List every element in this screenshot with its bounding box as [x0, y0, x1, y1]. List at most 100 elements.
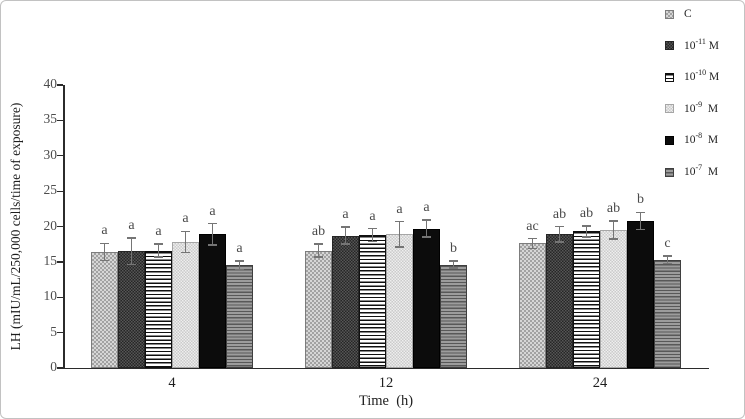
bar-108M-12h — [413, 228, 440, 368]
bar-C-12h — [305, 250, 332, 368]
significance-letter: ac — [526, 218, 539, 234]
bar-109M-12h — [386, 234, 413, 368]
significance-letter: ab — [311, 224, 326, 240]
error-bar-whisker — [344, 227, 347, 245]
error-bar-whisker — [666, 256, 669, 264]
y-tick-mark-10 — [57, 296, 63, 298]
bar-1011M-24h — [546, 234, 573, 368]
significance-letter: a — [236, 241, 243, 257]
y-tick-label-25: 25 — [43, 182, 58, 198]
error-bar-whisker — [398, 221, 401, 248]
error-bar-cap-top — [181, 230, 190, 233]
significance-letter: a — [101, 223, 108, 239]
error-bar-cap-top — [395, 220, 404, 223]
error-bar-whisker — [531, 238, 534, 249]
bar-1011M-4h — [118, 251, 145, 368]
error-bar-cap-top — [127, 237, 136, 239]
y-tick-mark-30 — [57, 155, 63, 157]
y-tick-label-40: 40 — [43, 76, 58, 91]
error-bar-cap-top — [449, 260, 458, 262]
y-tick-label-5: 5 — [50, 323, 57, 339]
error-bar-cap-bottom — [368, 240, 377, 243]
error-bar-cap-top — [235, 260, 244, 262]
error-bar-cap-top — [368, 227, 377, 230]
error-bar-cap-bottom — [100, 259, 109, 262]
significance-letter: b — [637, 192, 644, 208]
bar-1010M-24h — [573, 231, 600, 368]
y-tick-mark-15 — [57, 261, 63, 263]
significance-letter: a — [423, 200, 430, 216]
error-bar-whisker — [425, 220, 428, 238]
error-bar-cap-top — [208, 222, 217, 225]
y-tick-label-10: 10 — [43, 288, 58, 304]
y-tick-mark-0 — [57, 367, 63, 369]
error-bar-cap-top — [154, 243, 163, 245]
error-bar-whisker — [157, 244, 160, 257]
y-tick-mark-35 — [57, 119, 63, 122]
bar-107M-4h — [226, 265, 253, 368]
x-axis-title: Time (h) — [358, 393, 414, 409]
error-bar-whisker — [211, 223, 214, 245]
error-bar-cap-bottom — [449, 267, 458, 269]
y-tick-mark-25 — [57, 190, 63, 192]
error-bar-whisker — [585, 225, 588, 238]
y-tick-mark-40 — [57, 84, 63, 86]
significance-letter: ab — [606, 200, 621, 216]
error-bar-cap-bottom — [154, 256, 163, 258]
significance-letter: a — [128, 217, 135, 233]
error-bar-cap-bottom — [422, 236, 431, 238]
error-bar-cap-top — [422, 219, 431, 221]
significance-letter: a — [155, 224, 162, 240]
error-bar-cap-bottom — [528, 247, 537, 250]
y-tick-label-20: 20 — [43, 217, 58, 233]
error-bar-whisker — [639, 212, 642, 230]
x-tick-label-4: 4 — [168, 375, 176, 391]
error-bar-whisker — [238, 261, 241, 270]
y-tick-mark-5 — [57, 332, 63, 334]
error-bar-cap-bottom — [127, 263, 136, 266]
significance-letter: b — [450, 241, 457, 257]
bar-C-24h — [519, 243, 546, 368]
x-axis-line — [63, 367, 709, 370]
y-axis-line — [63, 85, 65, 369]
error-bar-cap-top — [663, 255, 672, 257]
x-tick-label-24: 24 — [592, 375, 608, 391]
significance-letter: a — [369, 208, 376, 224]
bar-107M-12h — [440, 264, 467, 368]
error-bar-whisker — [612, 220, 615, 240]
significance-letter: a — [182, 211, 189, 227]
error-bar-cap-top — [582, 225, 591, 227]
bar-1010M-4h — [145, 250, 172, 368]
bar-109M-4h — [172, 242, 199, 368]
significance-letter: ab — [579, 205, 594, 221]
bar-1011M-12h — [332, 235, 359, 368]
error-bar-cap-top — [341, 226, 350, 228]
x-tick-label-12: 12 — [378, 375, 394, 391]
y-tick-label-15: 15 — [43, 252, 58, 268]
bar-1010M-12h — [359, 234, 386, 368]
y-tick-label-0: 0 — [50, 359, 57, 374]
significance-letter: a — [209, 203, 216, 219]
error-bar-cap-bottom — [582, 236, 591, 238]
significance-letter: a — [342, 207, 349, 223]
error-bar-cap-top — [314, 243, 323, 245]
error-bar-cap-bottom — [663, 262, 672, 265]
y-tick-mark-20 — [57, 225, 63, 228]
y-tick-label-30: 30 — [43, 146, 58, 162]
significance-letter: c — [664, 236, 671, 252]
bar-107M-24h — [654, 259, 681, 368]
error-bar-cap-top — [609, 220, 618, 222]
error-bar-cap-top — [555, 225, 564, 228]
error-bar-whisker — [558, 226, 561, 243]
error-bar-whisker — [130, 237, 133, 265]
y-tick-label-35: 35 — [43, 111, 58, 127]
error-bar-whisker — [103, 243, 106, 261]
error-bar-cap-bottom — [208, 244, 217, 246]
bar-108M-24h — [627, 220, 654, 368]
bar-108M-4h — [199, 234, 226, 368]
error-bar-cap-top — [636, 211, 645, 214]
error-bar-whisker — [317, 244, 320, 257]
error-bar-whisker — [184, 231, 187, 253]
